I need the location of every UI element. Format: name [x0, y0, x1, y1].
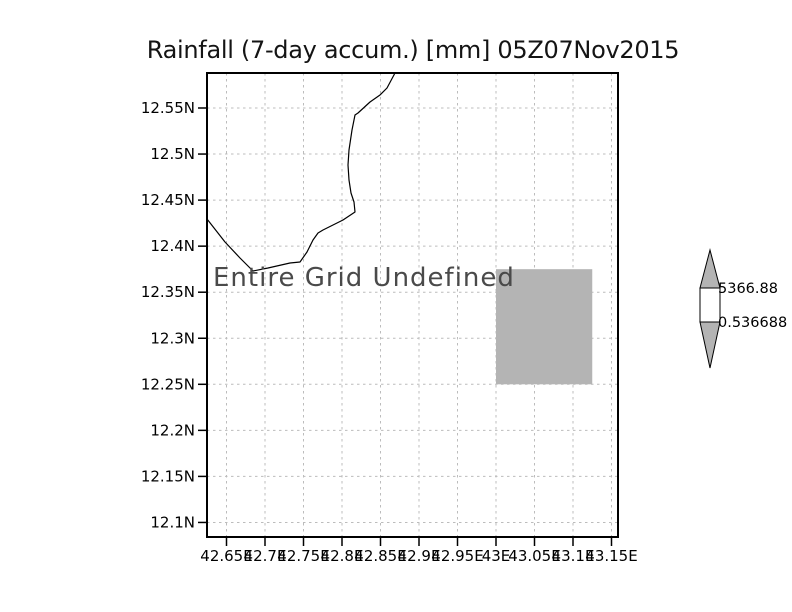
undefined-region [496, 269, 593, 385]
y-axis-tick-label: 12.35N [141, 283, 195, 301]
x-axis-tick-label: 42.7E [244, 547, 287, 565]
y-axis-tick-label: 12.15N [141, 467, 195, 485]
undefined-grid-annotation: Entire Grid Undefined [213, 263, 515, 293]
y-axis-tick-label: 12.4N [150, 237, 195, 255]
x-axis-tick-label: 42.9E [398, 547, 441, 565]
y-axis-tick-label: 12.2N [150, 421, 195, 439]
y-axis-tick-label: 12.3N [150, 329, 195, 347]
x-axis-tick-label: 42.95E [431, 547, 483, 565]
colorbar-band [699, 287, 721, 323]
y-axis-tick-label: 12.45N [141, 191, 195, 209]
x-axis-tick-label: 43.05E [508, 547, 560, 565]
colorbar-down-arrow [699, 321, 721, 369]
plot-title: Rainfall (7-day accum.) [mm] 05Z07Nov201… [146, 36, 680, 64]
x-axis-tick-label: 42.85E [354, 547, 406, 565]
x-axis-tick-label: 42.75E [277, 547, 329, 565]
x-axis-tick-label: 43E [482, 547, 511, 565]
y-axis-tick-label: 12.55N [141, 99, 195, 117]
colorbar-up-arrow [699, 248, 721, 289]
map-frame [206, 72, 619, 538]
coastline-path [206, 72, 396, 272]
x-axis-tick-label: 42.65E [200, 547, 252, 565]
x-axis-tick-label: 43.1E [552, 547, 595, 565]
x-axis-tick-label: 42.8E [321, 547, 364, 565]
colorbar-max-label: 5366.88 [718, 281, 778, 297]
colorbar-min-label: 0.536688 [718, 315, 787, 331]
y-axis-tick-label: 12.25N [141, 375, 195, 393]
y-axis-tick-label: 12.5N [150, 145, 195, 163]
y-axis-tick-label: 12.1N [150, 513, 195, 531]
x-axis-tick-label: 43.15E [585, 547, 637, 565]
